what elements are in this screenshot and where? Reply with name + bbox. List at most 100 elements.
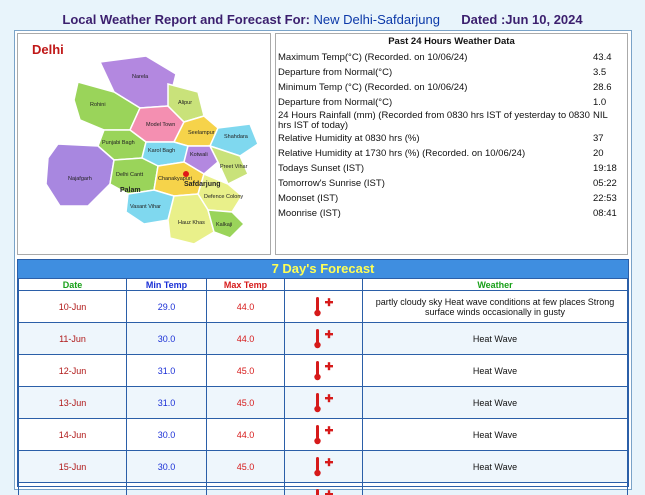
district-najafgarh: [45, 143, 115, 207]
district-preet-vihar: [208, 144, 249, 186]
district-shahdara: [208, 123, 259, 157]
obs-label: Relative Humidity at 1730 hrs (%) (Recor…: [278, 148, 526, 159]
observations-title: Past 24 Hours Weather Data: [388, 36, 515, 47]
forecast-max-temp: 45.0: [206, 450, 285, 483]
station-name: New Delhi-Safdarjung: [313, 12, 440, 27]
map-label-vasant-vihar: Vasant Vihar: [130, 204, 161, 210]
map-label-palam: Palam: [120, 187, 141, 194]
report-container: Narela Rohini Model Town Alipur Seelampu…: [14, 30, 632, 495]
forecast-min-temp: 31.0: [126, 386, 207, 419]
forecast-max-temp: 44.0: [206, 290, 285, 323]
forecast-min-temp: 30.0: [126, 418, 207, 451]
map-label-seelampur: Seelampur: [188, 130, 215, 136]
obs-value: 22:53: [593, 193, 617, 204]
map-label-alipur: Alipur: [178, 100, 192, 106]
weather-icon-cell: [284, 290, 363, 323]
forecast-min-temp: 30.0: [126, 450, 207, 483]
obs-label: Moonrise (IST): [278, 208, 341, 219]
forecast-row: 13-Jun 31.0 45.0 Heat Wave: [18, 386, 628, 419]
obs-value: 20: [593, 148, 604, 159]
forecast-min-temp: 30.0: [126, 482, 207, 495]
hot-thermometer-icon: [313, 296, 333, 316]
obs-value: 28.6: [593, 82, 612, 93]
forecast-row: 11-Jun 30.0 44.0 Heat Wave: [18, 322, 628, 355]
map-label-karol-bagh: Karol Bagh: [148, 148, 175, 154]
observations-panel: Past 24 Hours Weather Data Maximum Temp(…: [275, 33, 628, 255]
forecast-weather: Heat Wave: [362, 386, 628, 419]
forecast-min-temp: 31.0: [126, 354, 207, 387]
forecast-weather: Heat Wave: [362, 354, 628, 387]
map-label-chanakyapuri: Chanakyapuri: [158, 176, 192, 182]
forecast-weather: Heat Wave: [362, 418, 628, 451]
forecast-table: Date Min Temp Max Temp Weather 10-Jun 29…: [18, 278, 628, 495]
weather-icon-cell: [284, 322, 363, 355]
forecast-max-temp: 44.0: [206, 418, 285, 451]
forecast-panel: 7 Day's Forecast Date Min Temp Max Temp …: [17, 259, 629, 495]
district-hauz-khas: [167, 193, 215, 245]
forecast-date: 11-Jun: [18, 322, 127, 355]
forecast-date: 14-Jun: [18, 418, 127, 451]
weather-icon-cell: [284, 450, 363, 483]
map-label-rohini: Rohini: [90, 102, 106, 108]
hot-thermometer-icon: [313, 392, 333, 412]
forecast-row: 12-Jun 31.0 45.0 Heat Wave: [18, 354, 628, 387]
hot-thermometer-icon: [313, 456, 333, 476]
forecast-weather: Heat Wave: [362, 322, 628, 355]
obs-value: 37: [593, 133, 604, 144]
forecast-weather: partly cloudy sky Heat wave conditions a…: [362, 290, 628, 323]
hot-thermometer-icon: [313, 360, 333, 380]
safdarjung-marker: [183, 171, 189, 177]
forecast-date: 16-Jun: [18, 482, 127, 495]
forecast-max-temp: 45.0: [206, 386, 285, 419]
col-date: Date: [18, 278, 127, 291]
obs-label: Departure from Normal(°C): [278, 67, 393, 78]
map-title: Delhi: [32, 42, 64, 57]
map-label-punjabi-bagh: Punjabi Bagh: [102, 140, 135, 146]
forecast-max-temp: 44.0: [206, 322, 285, 355]
map-label-model-town: Model Town: [146, 122, 175, 128]
col-max-temp: Max Temp: [206, 278, 285, 291]
map-label-kotwali: Kotwali: [190, 152, 208, 158]
weather-icon-cell: [284, 386, 363, 419]
obs-value: 08:41: [593, 208, 617, 219]
map-label-safdarjung: Safdarjung: [184, 181, 221, 188]
forecast-row: 16-Jun 30.0 45.0 Heat Wave: [18, 482, 628, 495]
map-label-shahdara: Shahdara: [224, 134, 249, 140]
weather-icon-cell: [284, 354, 363, 387]
forecast-weather: Heat Wave: [362, 450, 628, 483]
obs-value: 3.5: [593, 67, 607, 78]
col-min-temp: Min Temp: [126, 278, 207, 291]
obs-label: 24 Hours Rainfall (mm) (Recorded from 08…: [278, 110, 590, 131]
hot-thermometer-icon: [315, 488, 333, 495]
obs-value: NIL: [593, 110, 608, 121]
weather-icon-cell: [284, 418, 363, 451]
col-icon: [284, 278, 363, 291]
forecast-row: 14-Jun 30.0 44.0 Heat Wave: [18, 418, 628, 451]
hot-thermometer-icon: [313, 328, 333, 348]
forecast-min-temp: 29.0: [126, 290, 207, 323]
delhi-district-map: Narela Rohini Model Town Alipur Seelampu…: [17, 33, 271, 255]
obs-label: Tomorrow's Sunrise (IST): [278, 178, 385, 189]
forecast-title: 7 Day's Forecast: [18, 260, 628, 278]
obs-label: Minimum Temp (°C) (Recorded. on 10/06/24…: [278, 82, 468, 93]
map-label-delhi-cantt: Delhi Cantt: [116, 172, 144, 178]
obs-label: Departure from Normal(°C): [278, 97, 393, 108]
map-label-narela: Narela: [132, 74, 149, 80]
obs-value: 43.4: [593, 52, 612, 63]
forecast-row: 15-Jun 30.0 45.0 Heat Wave: [18, 450, 628, 483]
forecast-date: 13-Jun: [18, 386, 127, 419]
obs-label: Relative Humidity at 0830 hrs (%): [278, 133, 420, 144]
col-weather: Weather: [362, 278, 628, 291]
forecast-date: 12-Jun: [18, 354, 127, 387]
page-title: Local Weather Report and Forecast For: N…: [0, 12, 645, 27]
report-date: Dated :Jun 10, 2024: [461, 12, 583, 27]
map-label-defence-colony: Defence Colony: [204, 194, 243, 200]
forecast-weather: Heat Wave: [362, 482, 628, 495]
forecast-row: 10-Jun 29.0 44.0 partly cloudy sky Heat …: [18, 290, 628, 323]
map-label-preet-vihar: Preet Vihar: [220, 164, 248, 170]
obs-value: 1.0: [593, 97, 607, 108]
hot-thermometer-icon: [313, 424, 333, 444]
forecast-min-temp: 30.0: [126, 322, 207, 355]
obs-label: Todays Sunset (IST): [278, 163, 365, 174]
district-kalkaji: [206, 209, 246, 239]
